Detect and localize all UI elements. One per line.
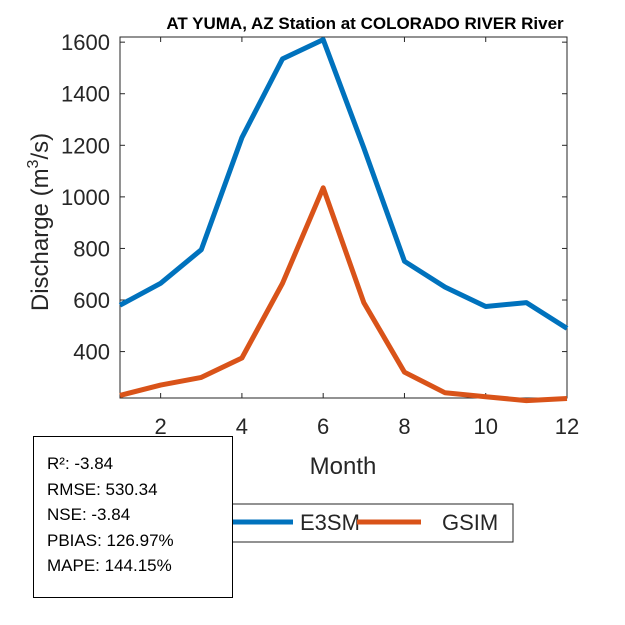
- statistics-box: R²: -3.84 RMSE: 530.34 NSE: -3.84 PBIAS:…: [33, 436, 233, 598]
- stat-mape: MAPE: 144.15%: [47, 556, 172, 575]
- stat-pbias: PBIAS: 126.97%: [47, 530, 174, 550]
- stat-rmse: RMSE: 530.34: [47, 479, 158, 499]
- stat-nse: NSE: -3.84: [47, 505, 131, 524]
- chart-title: AT YUMA, AZ Station at COLORADO RIVER Ri…: [166, 14, 564, 33]
- x-tick-label: 8: [398, 414, 410, 439]
- y-tick-label: 600: [73, 288, 110, 313]
- series-line-gsim: [119, 185, 568, 404]
- x-tick-label: 6: [317, 414, 329, 439]
- x-tick-label: 2: [155, 414, 167, 439]
- y-tick-label: 1000: [61, 185, 110, 210]
- y-tick-label: 400: [73, 340, 110, 365]
- series-line-e3sm: [118, 37, 569, 331]
- axes-box: [119, 36, 568, 399]
- y-tick-label: 1400: [61, 82, 110, 107]
- legend-label-gsim: GSIM: [442, 510, 498, 535]
- y-tick-label: 1200: [61, 133, 110, 158]
- x-tick-label: 4: [236, 414, 248, 439]
- plot-area: 2 4 6 8 10 12 400 600 800 1000 1200 1400 1600 E3SM GSI…: [61, 30, 579, 543]
- x-axis-label: Month: [310, 453, 377, 480]
- x-tick-label: 10: [473, 414, 497, 439]
- y-axis-label: Discharge (m3/s): [25, 132, 54, 312]
- stat-r2: R²: -3.84: [47, 454, 114, 473]
- x-tick-label: 12: [555, 414, 579, 439]
- y-tick-label: 1600: [61, 30, 110, 55]
- y-tick-label: 800: [73, 236, 110, 261]
- legend-label-e3sm: E3SM: [300, 510, 360, 535]
